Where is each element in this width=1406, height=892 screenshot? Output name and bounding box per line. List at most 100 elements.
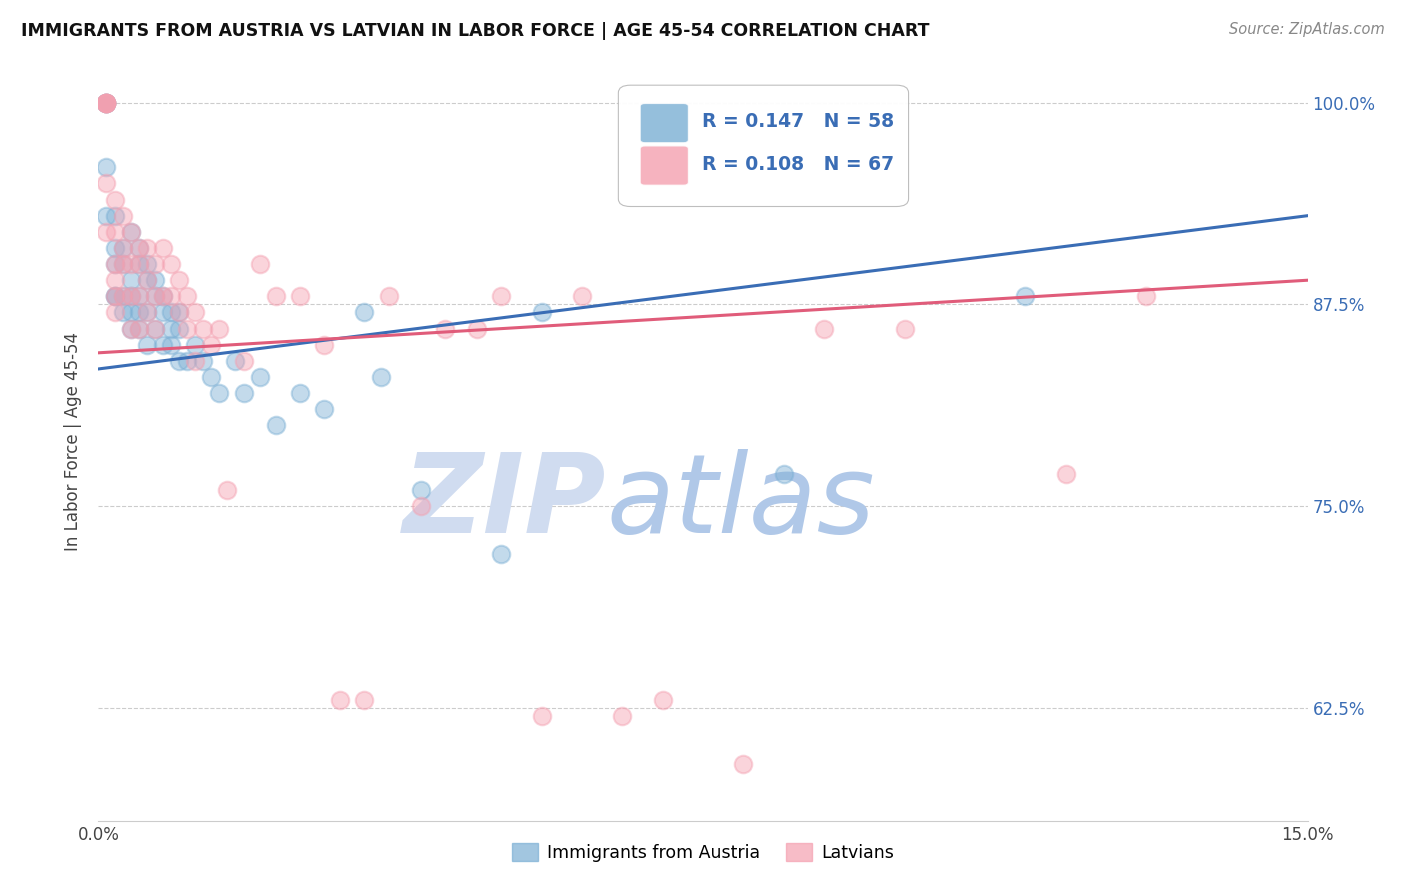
FancyBboxPatch shape (640, 103, 689, 143)
Point (530, 305, 553, 319)
Point (208, 321, 231, 335)
Point (128, 321, 150, 335)
Point (160, 257, 183, 271)
FancyBboxPatch shape (619, 85, 908, 207)
Point (184, 337, 207, 351)
Point (434, 321, 457, 335)
Point (143, 257, 166, 271)
Point (111, 289, 134, 303)
Point (143, 273, 166, 287)
Point (103, 241, 125, 255)
Point (152, 337, 174, 351)
Point (893, 321, 915, 335)
Point (314, 337, 336, 351)
Point (103, 257, 125, 271)
Point (377, 289, 399, 303)
FancyBboxPatch shape (640, 145, 689, 186)
Point (128, 289, 150, 303)
Point (120, 321, 142, 335)
Point (103, 289, 125, 303)
Point (1054, 467, 1077, 481)
Point (249, 257, 271, 271)
Point (160, 337, 183, 351)
Point (120, 225, 142, 239)
Point (772, 467, 794, 481)
Point (200, 370, 222, 384)
Point (160, 321, 183, 335)
Point (120, 289, 142, 303)
Point (264, 289, 287, 303)
Point (353, 305, 375, 319)
Point (96, 95, 118, 110)
Point (733, 757, 755, 772)
Point (103, 209, 125, 223)
Point (96, 95, 118, 110)
Point (184, 354, 207, 368)
Point (813, 321, 835, 335)
Point (193, 354, 215, 368)
Point (184, 305, 207, 319)
Point (370, 370, 392, 384)
Text: atlas: atlas (606, 449, 875, 556)
Point (143, 321, 166, 335)
Point (96, 209, 118, 223)
Point (143, 289, 166, 303)
Point (96, 225, 118, 239)
Point (111, 241, 134, 255)
Point (96, 177, 118, 191)
Point (224, 354, 246, 368)
Point (103, 273, 125, 287)
Point (96, 95, 118, 110)
Legend: Immigrants from Austria, Latvians: Immigrants from Austria, Latvians (505, 836, 901, 869)
Text: IMMIGRANTS FROM AUSTRIA VS LATVIAN IN LABOR FORCE | AGE 45-54 CORRELATION CHART: IMMIGRANTS FROM AUSTRIA VS LATVIAN IN LA… (21, 22, 929, 40)
Point (103, 305, 125, 319)
Point (135, 257, 157, 271)
Point (193, 321, 215, 335)
Point (111, 289, 134, 303)
Point (167, 273, 190, 287)
Point (111, 257, 134, 271)
Point (353, 692, 375, 706)
Point (167, 305, 190, 319)
Text: Source: ZipAtlas.com: Source: ZipAtlas.com (1229, 22, 1385, 37)
Point (167, 354, 190, 368)
Point (135, 273, 157, 287)
Point (128, 305, 150, 319)
Point (143, 289, 166, 303)
Point (651, 692, 673, 706)
Point (152, 241, 174, 255)
Point (128, 321, 150, 335)
Point (176, 289, 198, 303)
Point (111, 209, 134, 223)
Point (103, 289, 125, 303)
Point (120, 305, 142, 319)
Point (1135, 289, 1157, 303)
Point (160, 305, 183, 319)
Point (135, 305, 157, 319)
Text: R = 0.147   N = 58: R = 0.147 N = 58 (702, 112, 894, 131)
Point (135, 241, 157, 255)
Point (143, 321, 166, 335)
Point (96, 95, 118, 110)
Text: R = 0.108   N = 67: R = 0.108 N = 67 (702, 154, 894, 174)
Point (329, 692, 352, 706)
Point (288, 386, 311, 401)
Point (103, 225, 125, 239)
Point (128, 241, 150, 255)
Point (111, 257, 134, 271)
Point (409, 499, 432, 513)
Point (128, 289, 150, 303)
Point (103, 193, 125, 207)
Point (176, 321, 198, 335)
Point (1014, 289, 1036, 303)
Point (135, 273, 157, 287)
Point (128, 257, 150, 271)
Point (491, 548, 513, 562)
Point (612, 708, 634, 723)
Point (135, 305, 157, 319)
Point (120, 273, 142, 287)
Point (232, 354, 254, 368)
Point (530, 708, 553, 723)
Point (152, 289, 174, 303)
Point (96, 95, 118, 110)
